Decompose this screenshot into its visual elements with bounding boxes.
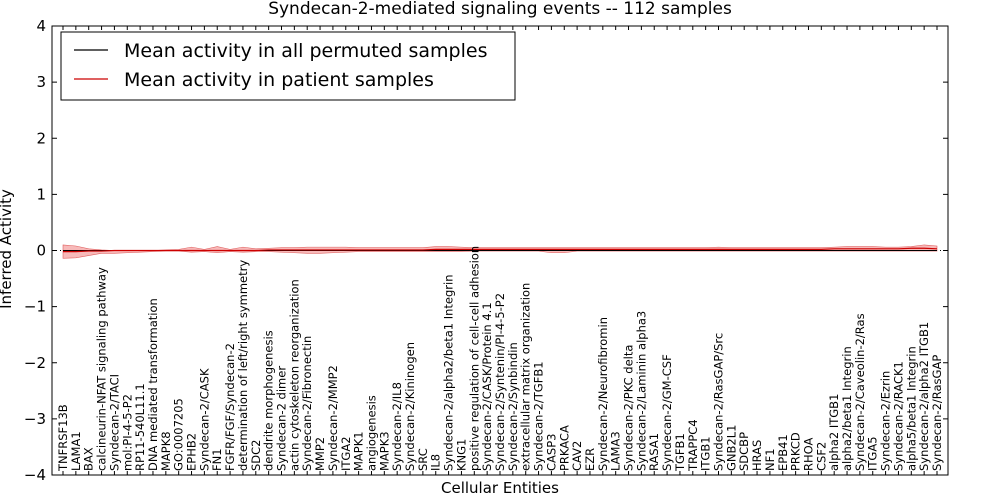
x-tick-label: Syndecan-2/RACK1 <box>891 361 905 471</box>
y-tick-label: −1 <box>24 298 46 316</box>
x-tick-label: LAMA1 <box>69 431 83 471</box>
legend-box <box>60 31 516 101</box>
x-tick-label: DNA mediated transformation <box>146 298 160 471</box>
confidence-band-layer <box>62 244 938 259</box>
x-tick-label: GO:0007205 <box>172 398 186 471</box>
x-tick-label: TGFB1 <box>673 433 687 472</box>
y-tick-label: −2 <box>24 354 46 372</box>
x-tick-label: determination of left/right symmetry <box>236 260 250 471</box>
x-tick-label: alpha2/beta1 Integrin <box>840 346 854 471</box>
x-tick-label: alpha2 ITGB1 <box>827 394 841 471</box>
x-tick-label: Syndecan-2/Kininogen <box>403 342 417 471</box>
y-tick-label: 0 <box>36 242 46 260</box>
x-tick-label: Syndecan-2/CASK/Protein 4.1 <box>480 302 494 471</box>
x-tick-label: RHOA <box>801 438 815 471</box>
y-tick-label: 2 <box>36 129 46 147</box>
x-tick-label: CASP3 <box>544 434 558 471</box>
y-tick-label: 3 <box>36 73 46 91</box>
x-tick-label: MAPK8 <box>159 431 173 471</box>
series-line-patient <box>63 247 938 253</box>
x-tick-label: Syndecan-2/CASK <box>197 368 211 471</box>
x-tick-label: Syndecan-2/alpha2 ITGB1 <box>917 322 931 471</box>
x-tick-label: Syndecan-2/TGFB1 <box>532 361 546 471</box>
x-tick-label: Syndecan-2/IL8 <box>390 382 404 471</box>
legend: Mean activity in all permuted samples Me… <box>60 31 516 101</box>
x-tick-label: RP11-540L11.1 <box>133 383 147 471</box>
x-tick-label: angiogenesis <box>364 395 378 471</box>
x-tick-label: Syndecan-2/MMP2 <box>326 365 340 471</box>
x-tick-label: ITGA2 <box>339 436 353 471</box>
x-tick-label: EPB41 <box>776 434 790 471</box>
x-tick-label: Syndecan-2/TACI <box>107 374 121 471</box>
x-tick-label: PRKACA <box>557 425 571 471</box>
axes: −4 −3 −2 −1 0 1 2 3 4 <box>24 17 949 484</box>
x-tick-label: extracellular matrix organization <box>519 283 533 471</box>
y-tick-label: 4 <box>36 17 46 35</box>
x-tick-label: calcineurin-NFAT signaling pathway <box>95 267 109 471</box>
x-tick-label: LAMA3 <box>609 431 623 471</box>
x-tick-label: CAV2 <box>570 441 584 471</box>
x-axis-label: Cellular Entities <box>441 479 559 497</box>
x-tick-label: dendrite morphogenesis <box>262 330 276 471</box>
x-tick-label: FN1 <box>210 448 224 471</box>
x-tick-label: HRAS <box>750 440 764 471</box>
x-tick-label: Syndecan-2/Syntenin/PI-4-5-P2 <box>493 293 507 471</box>
x-tick-label: KNG1 <box>454 439 468 471</box>
x-tick-label: ITGA5 <box>866 436 880 471</box>
x-tick-label: Syndecan-2/Fibronectin <box>300 336 314 471</box>
y-tick-label: −3 <box>24 410 46 428</box>
x-tick-label: TNFRSF13B <box>56 404 70 472</box>
x-tick-label: Syndecan-2 dimer <box>275 366 289 471</box>
chart-title: Syndecan-2-mediated signaling events -- … <box>268 0 732 19</box>
y-tick-label: 1 <box>36 185 46 203</box>
patient-confidence-band <box>62 244 938 259</box>
y-axis-label: Inferred Activity <box>0 189 15 309</box>
legend-label-permuted: Mean activity in all permuted samples <box>124 40 487 62</box>
x-tick-label: MAPK3 <box>377 431 391 471</box>
x-tick-label: alpha5/beta1 Integrin <box>904 346 918 471</box>
x-tick-label: IL8 <box>429 454 443 471</box>
x-tick-label: RASA1 <box>647 433 661 471</box>
x-tick-label: Syndecan-2/PKC delta <box>622 345 636 471</box>
x-tick-label: Syndecan-2/Neurofibromin <box>596 317 610 471</box>
x-tick-label: SDCBP <box>737 432 751 471</box>
x-tick-label: FGFR/FGF/Syndecan-2 <box>223 343 237 471</box>
x-tick-label: Syndecan-2/Caveolin-2/Ras <box>853 313 867 471</box>
x-tick-label: Syndecan-2/Ezrin <box>879 371 893 471</box>
x-tick-label: CSF2 <box>814 442 828 471</box>
x-tick-label: Syndecan-2/Laminin alpha3 <box>634 311 648 471</box>
x-tick-label: Syndecan-2/RasGAP <box>930 355 944 471</box>
x-tick-label: actin cytoskeleton reorganization <box>287 279 301 471</box>
x-tick-label: EZR <box>583 448 597 471</box>
x-tick-label: SDC2 <box>249 439 263 471</box>
series-line-layer <box>52 247 948 253</box>
x-tick-label: EPHB2 <box>185 433 199 471</box>
x-tick-label: GNB2L1 <box>724 425 738 471</box>
x-tick-label: mol:PI-4-5-P2 <box>120 394 134 471</box>
y-tick-label: −4 <box>24 466 46 484</box>
x-tick-label: Syndecan-2/Synbindin <box>506 342 520 471</box>
x-tick-label: MMP2 <box>313 437 327 471</box>
x-tick-label: ITGB1 <box>699 436 713 471</box>
x-tick-label: Syndecan-2/alpha2/beta1 Integrin <box>442 274 456 471</box>
legend-label-patient: Mean activity in patient samples <box>124 69 434 91</box>
x-tick-label: PRKCD <box>789 432 803 471</box>
x-tick-label: SRC <box>416 448 430 471</box>
x-tick-label: MAPK1 <box>352 431 366 471</box>
x-tick-label: positive regulation of cell-cell adhesio… <box>467 246 481 471</box>
x-tick-label: BAX <box>82 447 96 471</box>
x-tick-label: NF1 <box>763 448 777 471</box>
x-tick-label: TRAPPC4 <box>686 419 700 472</box>
x-tick-label: Syndecan-2/GM-CSF <box>660 354 674 471</box>
x-tick-label: Syndecan-2/RasGAP/Src <box>712 333 726 471</box>
